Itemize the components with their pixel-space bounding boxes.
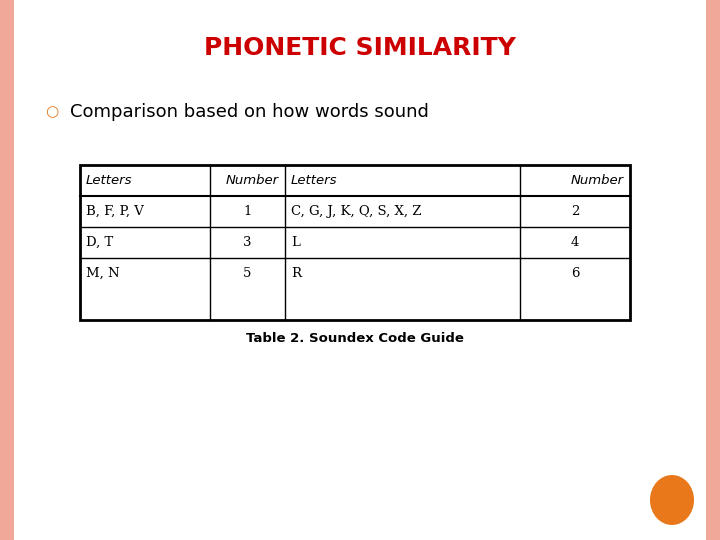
Text: Number: Number <box>571 174 624 187</box>
Text: ○: ○ <box>45 105 58 119</box>
Text: L: L <box>291 236 300 249</box>
Text: 6: 6 <box>571 267 580 280</box>
Text: 5: 5 <box>243 267 252 280</box>
Text: B, F, P, V: B, F, P, V <box>86 205 144 218</box>
Text: Comparison based on how words sound: Comparison based on how words sound <box>70 103 429 121</box>
Text: 1: 1 <box>243 205 252 218</box>
Bar <box>80 165 630 320</box>
Ellipse shape <box>650 475 694 525</box>
Text: D, T: D, T <box>86 236 113 249</box>
Text: M, N: M, N <box>86 267 120 280</box>
Text: Number: Number <box>226 174 279 187</box>
Text: Table 2. Soundex Code Guide: Table 2. Soundex Code Guide <box>246 332 464 345</box>
Text: Letters: Letters <box>86 174 132 187</box>
Bar <box>706 0 720 540</box>
Text: 2: 2 <box>571 205 579 218</box>
Text: 4: 4 <box>571 236 579 249</box>
Text: C, G, J, K, Q, S, X, Z: C, G, J, K, Q, S, X, Z <box>291 205 421 218</box>
Bar <box>0 0 14 540</box>
Text: R: R <box>291 267 301 280</box>
Text: 3: 3 <box>243 236 252 249</box>
Text: PHONETIC SIMILARITY: PHONETIC SIMILARITY <box>204 36 516 60</box>
Text: Letters: Letters <box>291 174 338 187</box>
